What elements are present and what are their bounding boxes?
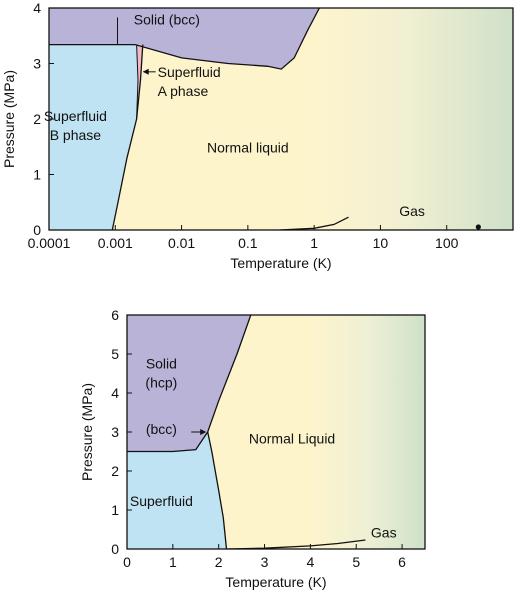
region-label-solid_hcp: Solid (hcp)	[145, 355, 177, 390]
y-tick-label: 4	[33, 0, 41, 16]
y-tick-label: 2	[33, 111, 41, 127]
region-label-line: Solid (bcc)	[134, 12, 200, 28]
superfluid-region	[127, 432, 227, 549]
helium-4-phase-diagram: 0 1 2 3 4 5 6 0 1 2 3 4 5 6 Temperature (K) Pressure (M…	[79, 307, 426, 590]
solid-bcc-region	[49, 8, 320, 70]
vaporization-curve	[279, 216, 349, 230]
region-label-line: Superfluid	[130, 493, 193, 509]
x-tick-label: 1	[310, 235, 318, 251]
region-label-line: Normal liquid	[207, 139, 289, 155]
region-label-line: Gas	[399, 203, 425, 219]
x-tick-label: 0.1	[238, 235, 258, 251]
superfluid-b-region	[49, 44, 143, 230]
region-label-liquid: Normal Liquid	[249, 431, 335, 447]
x-axis-label: Temperature (K)	[225, 574, 326, 590]
region-label-line: A phase	[158, 83, 209, 99]
solid-hcp-region	[127, 315, 251, 452]
a-phase-boundary	[136, 44, 139, 120]
x-tick-label: 0.001	[98, 235, 133, 251]
superfluid-b-boundary	[111, 44, 144, 230]
a-phase-arrowhead	[142, 68, 149, 75]
region-label-gas: Gas	[399, 203, 425, 219]
x-tick-label: 0.01	[168, 235, 195, 251]
data-point-marker	[475, 224, 481, 230]
x-tick-label: 0	[123, 554, 131, 570]
region-label-superfluid: Superfluid	[130, 493, 193, 509]
region-label-line: Superfluid	[158, 64, 221, 80]
plot-area	[127, 315, 425, 549]
x-tick-label: 3	[261, 554, 269, 570]
region-label-line: Solid	[146, 355, 177, 371]
y-tick-label: 5	[111, 346, 119, 362]
region-label-line: Normal Liquid	[249, 431, 335, 447]
region-label-superfluid-a: Superfluid A phase	[158, 64, 221, 99]
x-tick-label: 4	[306, 554, 314, 570]
bcc-arrowhead	[200, 429, 207, 435]
y-tick-label: 2	[111, 463, 119, 479]
y-tick-label: 0	[33, 222, 41, 238]
region-label-solid: Solid (bcc)	[134, 12, 200, 28]
x-axis-label: Temperature (K)	[230, 255, 331, 271]
x-tick-label: 100	[435, 235, 459, 251]
region-label-line: Superfluid	[44, 108, 107, 124]
region-label-line: Gas	[371, 524, 397, 540]
y-tick-label: 4	[111, 385, 119, 401]
x-tick-label: 5	[352, 554, 360, 570]
y-axis-label: Pressure (MPa)	[79, 383, 95, 481]
region-label-superfluid_b: Superfluid B phase	[44, 108, 107, 143]
y-axis-label: Pressure (MPa)	[1, 70, 17, 168]
y-tick-label: 3	[33, 56, 41, 72]
y-tick-label: 1	[111, 502, 119, 518]
y-tick-label: 0	[111, 541, 119, 557]
helium-3-phase-diagram: 0.0001 0.001 0.01 0.1 1 10 100 0 1 2 3 4 Temperature…	[1, 0, 514, 271]
x-tick-label: 1	[169, 554, 177, 570]
x-tick-label: 10	[373, 235, 389, 251]
x-tick-label: 0.0001	[28, 235, 71, 251]
region-label-liquid: Normal liquid	[207, 139, 289, 155]
region-label-bcc: (bcc)	[146, 421, 177, 437]
y-tick-label: 3	[111, 424, 119, 440]
lambda-line	[207, 431, 228, 549]
region-label-line: (hcp)	[145, 374, 177, 390]
x-tick-label: 2	[215, 554, 223, 570]
region-label-line: (bcc)	[146, 421, 177, 437]
y-tick-label: 6	[111, 307, 119, 323]
x-tick-label: 6	[398, 554, 406, 570]
melting-curve	[49, 8, 320, 70]
y-tick-label: 1	[33, 167, 41, 183]
region-label-gas: Gas	[371, 524, 397, 540]
region-label-line: B phase	[50, 127, 102, 143]
plot-area	[49, 8, 513, 230]
